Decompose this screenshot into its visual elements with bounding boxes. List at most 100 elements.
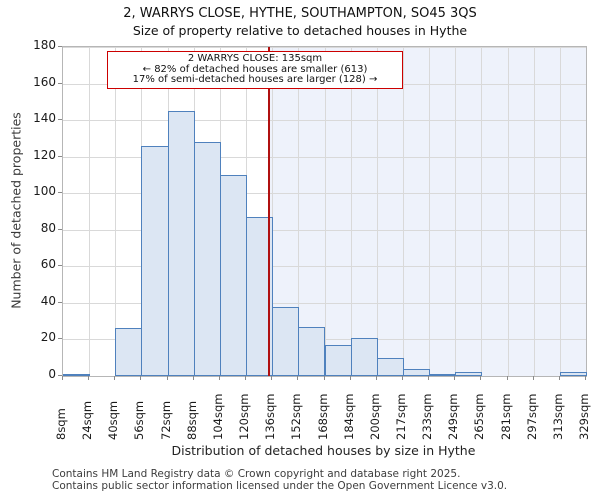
- y-tick-mark: [58, 155, 62, 157]
- x-tick-mark: [62, 376, 63, 380]
- footer-line-1: Contains HM Land Registry data © Crown c…: [52, 468, 461, 480]
- x-tick-mark: [192, 376, 194, 380]
- y-tick-label: 40: [40, 293, 56, 308]
- x-tick-label: 40sqm: [106, 400, 121, 440]
- x-tick-mark: [558, 376, 560, 380]
- x-tick-label: 265sqm: [472, 393, 487, 440]
- marker-line: [268, 47, 271, 376]
- y-tick-mark: [58, 46, 62, 47]
- grid-line: [89, 47, 91, 376]
- annotation-line: 17% of semi-detached houses are larger (…: [132, 74, 378, 85]
- histogram-bar: [559, 372, 587, 376]
- annotation-line: ← 82% of detached houses are smaller (61…: [142, 63, 368, 75]
- y-tick-label: 160: [33, 74, 56, 89]
- histogram-bar: [455, 372, 483, 376]
- x-tick-label: 217sqm: [393, 393, 408, 440]
- x-tick-mark: [218, 376, 220, 380]
- footer-line-2: Contains public sector information licen…: [52, 480, 508, 492]
- x-tick-label: 249sqm: [446, 393, 461, 440]
- x-tick-mark: [323, 376, 325, 380]
- x-tick-mark: [454, 376, 456, 380]
- y-tick-label: 20: [40, 330, 56, 345]
- x-tick-mark: [585, 376, 586, 380]
- x-tick-label: 56sqm: [132, 400, 147, 440]
- annotation-line: 2 WARRYS CLOSE: 135sqm: [187, 53, 323, 64]
- chart-title: 2, WARRYS CLOSE, HYTHE, SOUTHAMPTON, SO4…: [123, 6, 477, 21]
- x-tick-label: 281sqm: [498, 393, 513, 440]
- histogram-bar: [350, 337, 378, 376]
- y-tick-label: 100: [33, 184, 56, 199]
- grid-line: [559, 47, 561, 376]
- x-tick-label: 8sqm: [54, 408, 68, 440]
- histogram-bar: [115, 328, 143, 376]
- y-tick-label: 180: [33, 38, 56, 52]
- grid-line: [272, 47, 274, 376]
- x-tick-mark: [349, 376, 351, 380]
- histogram-bar: [193, 142, 221, 376]
- y-tick-label: 140: [33, 111, 56, 126]
- grid-line: [350, 47, 352, 376]
- y-tick-mark: [58, 192, 62, 194]
- x-tick-label: 152sqm: [289, 393, 304, 440]
- grid-line: [402, 47, 404, 376]
- histogram-bar: [429, 374, 457, 376]
- x-axis-title: Distribution of detached houses by size …: [171, 443, 476, 458]
- grid-line: [115, 47, 117, 376]
- histogram-bar: [272, 306, 300, 376]
- x-tick-label: 297sqm: [524, 393, 539, 440]
- annotation-box: 2 WARRYS CLOSE: 135sqm ← 82% of detached…: [107, 51, 403, 89]
- x-tick-mark: [297, 376, 299, 380]
- x-tick-label: 136sqm: [263, 393, 278, 440]
- y-tick-mark: [58, 375, 62, 376]
- x-tick-mark: [88, 376, 90, 380]
- x-tick-label: 233sqm: [420, 393, 435, 440]
- x-tick-label: 104sqm: [210, 393, 225, 440]
- plot-area: [62, 46, 587, 377]
- grid-line: [324, 47, 326, 376]
- histogram-bar: [376, 357, 404, 376]
- x-tick-mark: [480, 376, 482, 380]
- x-tick-mark: [245, 376, 247, 380]
- grid-line: [507, 47, 509, 376]
- x-tick-mark: [166, 376, 168, 380]
- y-axis-title: Number of detached properties: [8, 112, 24, 309]
- x-tick-label: 200sqm: [367, 393, 382, 440]
- y-tick-mark: [58, 228, 62, 230]
- histogram-bar: [402, 368, 431, 376]
- histogram-bar: [298, 326, 326, 376]
- grid-line: [533, 47, 535, 376]
- y-tick-mark: [58, 338, 62, 340]
- x-tick-label: 313sqm: [550, 393, 565, 440]
- grid-line: [298, 47, 300, 376]
- grid-line: [455, 47, 457, 376]
- x-tick-label: 184sqm: [341, 393, 356, 440]
- x-tick-mark: [114, 376, 116, 380]
- y-tick-mark: [58, 301, 62, 303]
- y-tick-label: 0: [48, 367, 56, 381]
- x-tick-mark: [375, 376, 377, 380]
- x-tick-mark: [140, 376, 142, 380]
- grid-line: [481, 47, 483, 376]
- x-tick-mark: [428, 376, 430, 380]
- histogram-bar: [63, 374, 91, 376]
- x-tick-mark: [532, 376, 534, 380]
- x-tick-label: 24sqm: [80, 400, 95, 440]
- y-tick-label: 60: [40, 257, 56, 272]
- marker-highlight-region: [269, 47, 586, 376]
- x-tick-mark: [271, 376, 273, 380]
- y-tick-label: 120: [33, 147, 56, 162]
- y-tick-label: 80: [40, 220, 56, 235]
- x-tick-label: 72sqm: [158, 400, 173, 440]
- y-tick-mark: [58, 82, 62, 84]
- histogram-bar: [219, 174, 248, 376]
- histogram-bar: [141, 145, 169, 376]
- chart-subtitle: Size of property relative to detached ho…: [132, 23, 468, 38]
- x-tick-label: 329sqm: [577, 393, 591, 440]
- x-tick-label: 120sqm: [237, 393, 252, 440]
- x-tick-label: 88sqm: [184, 400, 199, 440]
- x-tick-mark: [506, 376, 508, 380]
- histogram-bar: [167, 110, 195, 376]
- histogram-bar: [324, 344, 352, 376]
- y-tick-mark: [58, 265, 62, 267]
